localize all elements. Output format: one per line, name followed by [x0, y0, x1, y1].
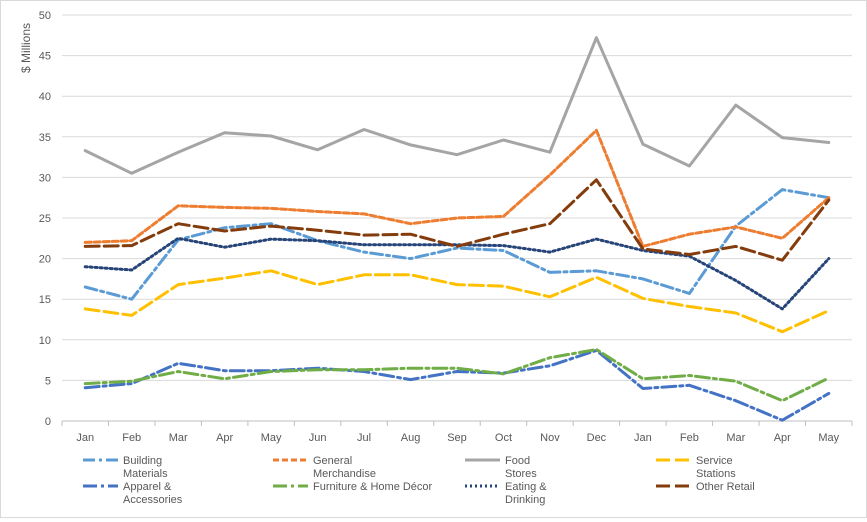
x-tick-label: Mar [169, 432, 188, 444]
series-line-building-materials [83, 188, 831, 301]
x-tick-label: Dec [587, 432, 607, 444]
legend-label: Apparel & [123, 481, 172, 493]
series-line-general-merchandise [83, 128, 831, 248]
legend: BuildingMaterialsGeneralMerchandiseFoodS… [83, 455, 755, 506]
legend-label: Eating & [505, 481, 547, 493]
legend-label: Merchandise [313, 468, 376, 480]
y-tick-label: 25 [39, 213, 51, 225]
series-line-other-retail [83, 178, 831, 262]
x-tick-label: Feb [680, 432, 699, 444]
y-tick-label: 20 [39, 254, 51, 266]
y-tick-label: 50 [39, 10, 51, 22]
x-tick-label: Sep [447, 432, 467, 444]
legend-label: Stations [696, 468, 736, 480]
y-tick-label: 15 [39, 294, 51, 306]
x-tick-label: Jun [309, 432, 327, 444]
series-line-food-stores [83, 36, 831, 175]
x-tick-label: Feb [122, 432, 141, 444]
legend-label: General [313, 455, 352, 467]
legend-item: Other Retail [656, 481, 755, 493]
series-line-apparel-accessories [83, 348, 831, 422]
legend-label: Service [696, 455, 733, 467]
x-tick-label: Jan [634, 432, 652, 444]
legend-label: Other Retail [696, 481, 755, 493]
series-line-eating-drinking [83, 236, 831, 311]
x-tick-label: Oct [495, 432, 512, 444]
legend-label: Materials [123, 468, 168, 480]
x-tick-label: May [261, 432, 282, 444]
legend-item: Furniture & Home Décor [273, 481, 433, 493]
legend-label: Food [505, 455, 530, 467]
legend-label: Accessories [123, 494, 183, 506]
x-tick-label: Apr [216, 432, 233, 444]
x-tick-label: Aug [401, 432, 421, 444]
x-tick-label: Jul [357, 432, 371, 444]
x-tick-label: Nov [540, 432, 560, 444]
x-tick-label: Apr [774, 432, 791, 444]
legend-item: Apparel &Accessories [83, 481, 183, 506]
y-tick-label: 0 [45, 416, 51, 428]
gridlines [62, 14, 852, 381]
legend-label: Building [123, 455, 162, 467]
y-tick-label: 30 [39, 172, 51, 184]
x-tick-label: Mar [726, 432, 745, 444]
x-tick-label: Jan [76, 432, 94, 444]
legend-label: Drinking [505, 494, 545, 506]
series-lines [83, 36, 831, 422]
y-tick-label: 40 [39, 91, 51, 103]
legend-item: Eating &Drinking [465, 481, 547, 506]
legend-label: Stores [505, 468, 537, 480]
axes: 0 5 10 15 20 25 30 35 40 45 50 Jan Feb Mar Apr May Jun Ju… [39, 10, 853, 444]
x-tick-label: May [818, 432, 839, 444]
y-tick-label: 10 [39, 335, 51, 347]
series-line-furniture-home-d-cor [83, 348, 831, 403]
series-line-service-stations [83, 269, 831, 334]
legend-label: Furniture & Home Décor [313, 481, 433, 493]
y-axis-label: $ Millions [19, 23, 33, 73]
y-tick-label: 45 [39, 51, 51, 63]
y-tick-label: 5 [45, 375, 51, 387]
y-tick-label: 35 [39, 132, 51, 144]
